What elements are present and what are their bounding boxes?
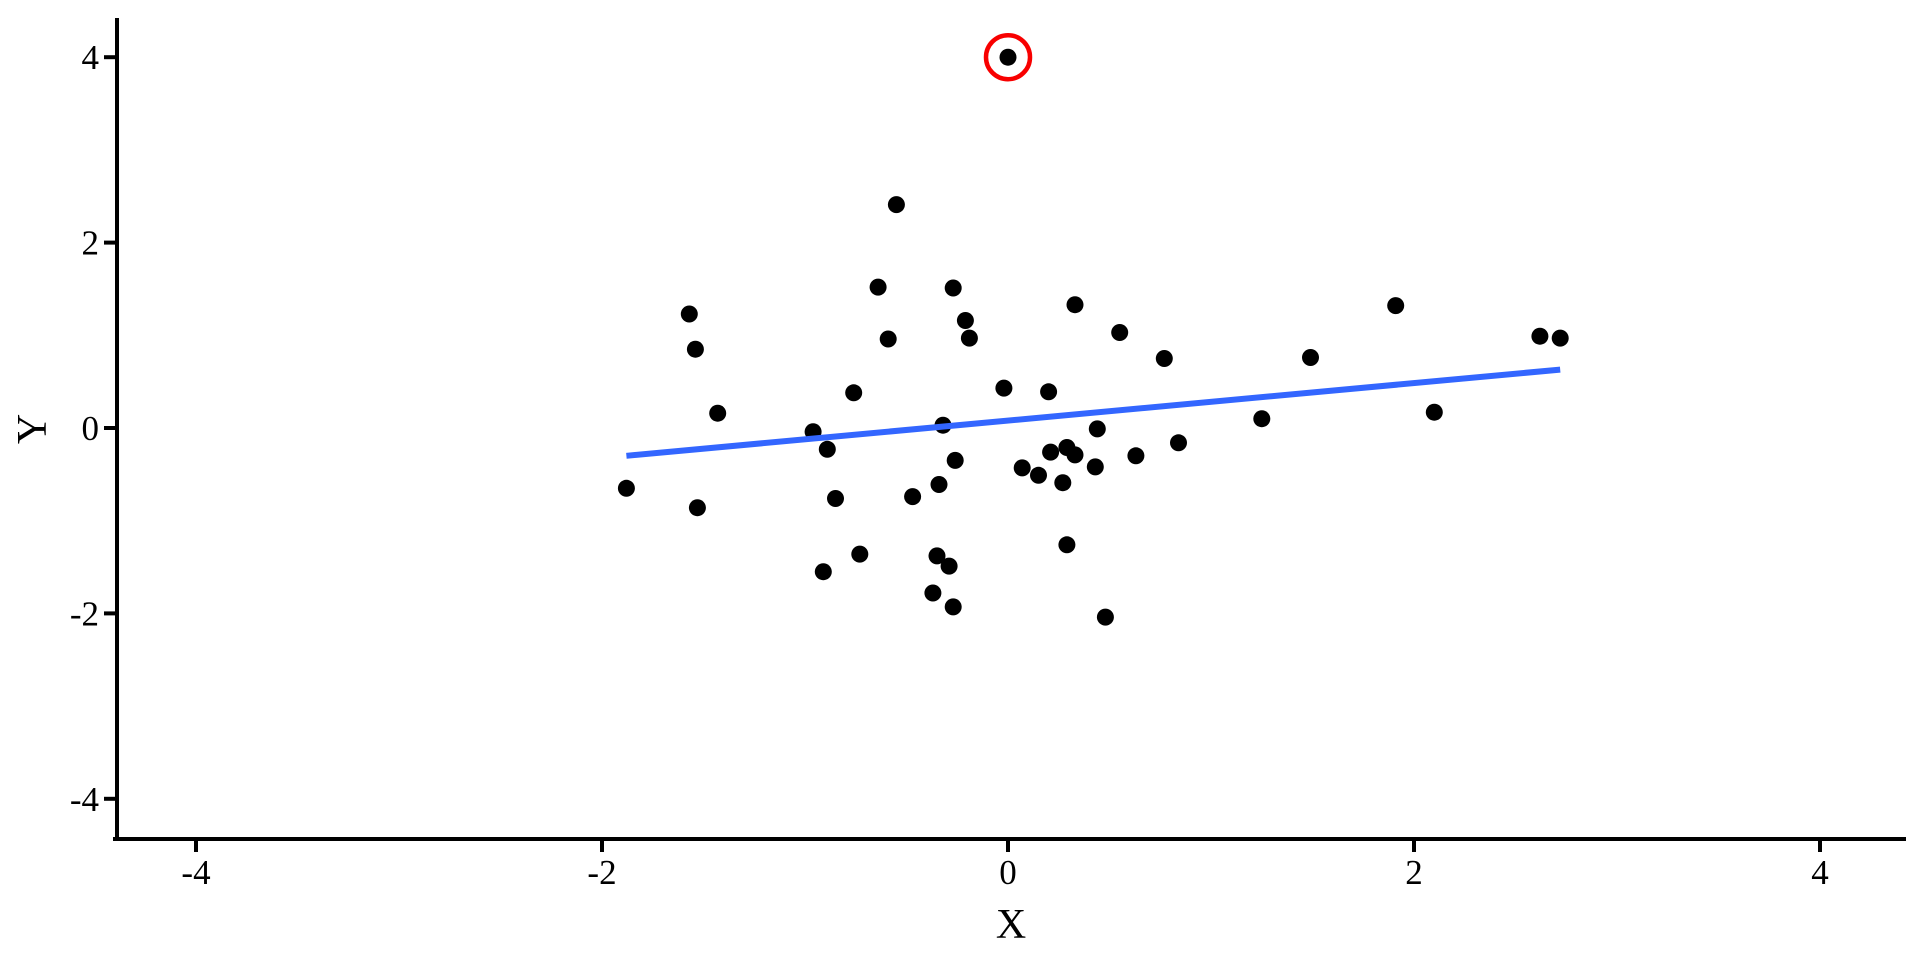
y-tick-label: 4 — [82, 38, 100, 77]
y-tick-label: 0 — [82, 409, 100, 448]
data-point — [940, 557, 958, 575]
data-point — [688, 499, 706, 517]
data-point — [946, 451, 964, 469]
y-tick-label: -4 — [70, 780, 99, 819]
data-point — [1253, 410, 1271, 428]
data-point — [1013, 459, 1031, 477]
data-point — [960, 329, 978, 347]
data-point — [1531, 327, 1549, 345]
data-point — [944, 598, 962, 616]
data-point — [818, 440, 836, 458]
data-point — [1040, 383, 1058, 401]
data-point — [1058, 536, 1076, 554]
data-point — [1088, 420, 1106, 438]
y-tick-label: 2 — [82, 224, 100, 263]
data-point — [845, 384, 863, 402]
x-tick-label: 0 — [999, 853, 1017, 892]
data-point — [887, 196, 905, 214]
x-tick-label: -4 — [181, 853, 210, 892]
y-tick-label: -2 — [70, 594, 99, 633]
x-tick-label: -2 — [587, 853, 616, 892]
data-point — [1096, 608, 1114, 626]
data-point — [827, 490, 844, 507]
y-axis-label: Y — [10, 414, 56, 444]
outlier-point — [999, 48, 1017, 66]
x-tick-label: 4 — [1811, 853, 1829, 892]
data-point — [1066, 446, 1084, 464]
outlier-ring — [983, 32, 1033, 82]
data-point — [956, 312, 974, 329]
data-point — [617, 479, 635, 497]
data-point — [1302, 349, 1319, 366]
data-point — [869, 278, 887, 296]
data-point — [686, 340, 704, 358]
data-point — [879, 330, 897, 348]
data-point — [944, 279, 962, 297]
data-point — [1127, 447, 1145, 465]
data-point — [928, 547, 946, 565]
data-point — [1030, 466, 1047, 484]
data-point — [1111, 324, 1129, 341]
data-point — [680, 305, 698, 323]
data-point — [1387, 297, 1405, 315]
data-point — [904, 488, 922, 506]
regression-line — [626, 366, 1561, 459]
data-point — [814, 563, 832, 581]
data-point — [1066, 296, 1084, 314]
data-point — [1425, 403, 1443, 421]
data-point — [930, 476, 948, 493]
x-tick-label: 2 — [1405, 853, 1423, 892]
data-point — [1054, 474, 1072, 492]
data-point — [995, 379, 1013, 397]
data-point — [1170, 434, 1187, 452]
data-point — [709, 404, 727, 422]
data-point — [1551, 329, 1569, 347]
data-point — [851, 545, 869, 563]
data-point — [1155, 350, 1173, 367]
data-point — [1086, 458, 1104, 476]
data-point — [924, 584, 942, 602]
x-axis-label: X — [996, 902, 1026, 948]
data-point — [1042, 443, 1060, 461]
